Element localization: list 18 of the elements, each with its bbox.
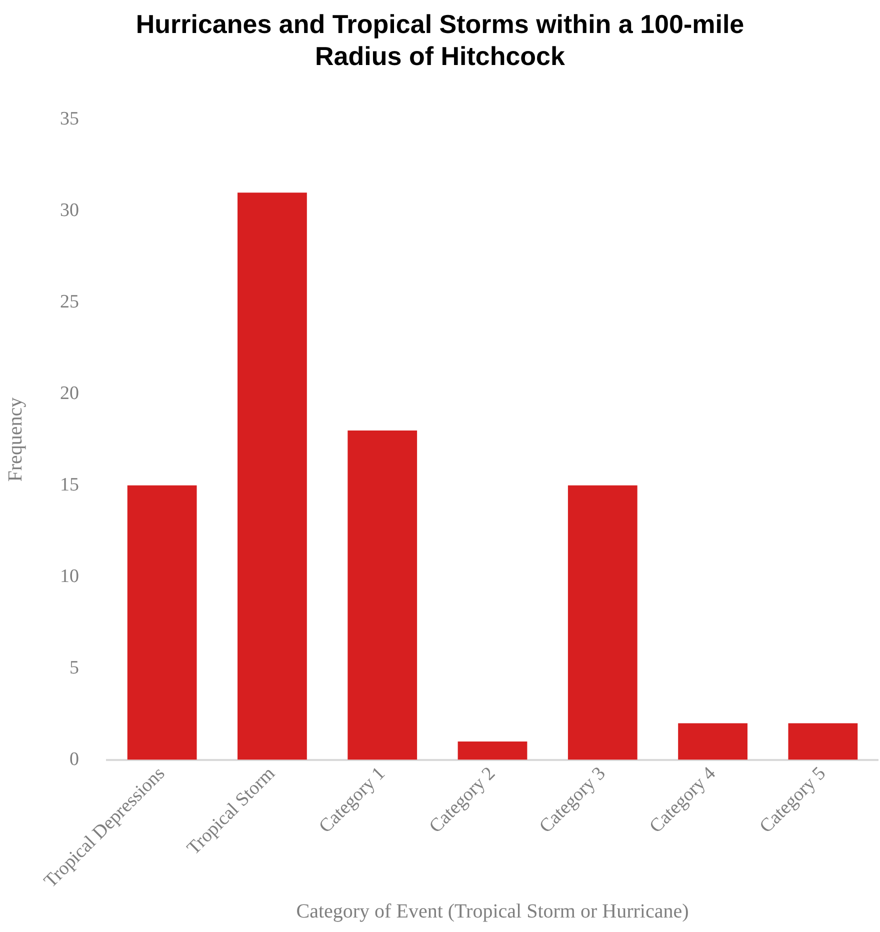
y-axis-title: Frequency bbox=[4, 397, 26, 482]
bar bbox=[458, 742, 528, 760]
chart-title: Hurricanes and Tropical Storms within a 100-mile Radius of Hitchcock bbox=[134, 8, 746, 73]
bar bbox=[348, 430, 418, 760]
y-tick-label: 5 bbox=[70, 657, 79, 678]
y-tick-label: 15 bbox=[60, 474, 79, 496]
bar bbox=[127, 485, 197, 760]
y-tick-label: 35 bbox=[60, 108, 79, 130]
bar bbox=[238, 192, 307, 760]
y-tick-label: 25 bbox=[60, 291, 79, 312]
y-tick-label: 10 bbox=[60, 566, 79, 587]
bar bbox=[788, 723, 858, 760]
y-tick-label: 0 bbox=[70, 748, 79, 770]
bar bbox=[678, 723, 748, 760]
y-tick-label: 20 bbox=[60, 382, 79, 404]
x-axis-title: Category of Event (Tropical Storm or Hurricane) bbox=[296, 900, 689, 922]
bar bbox=[568, 485, 638, 760]
y-tick-label: 30 bbox=[60, 200, 79, 221]
